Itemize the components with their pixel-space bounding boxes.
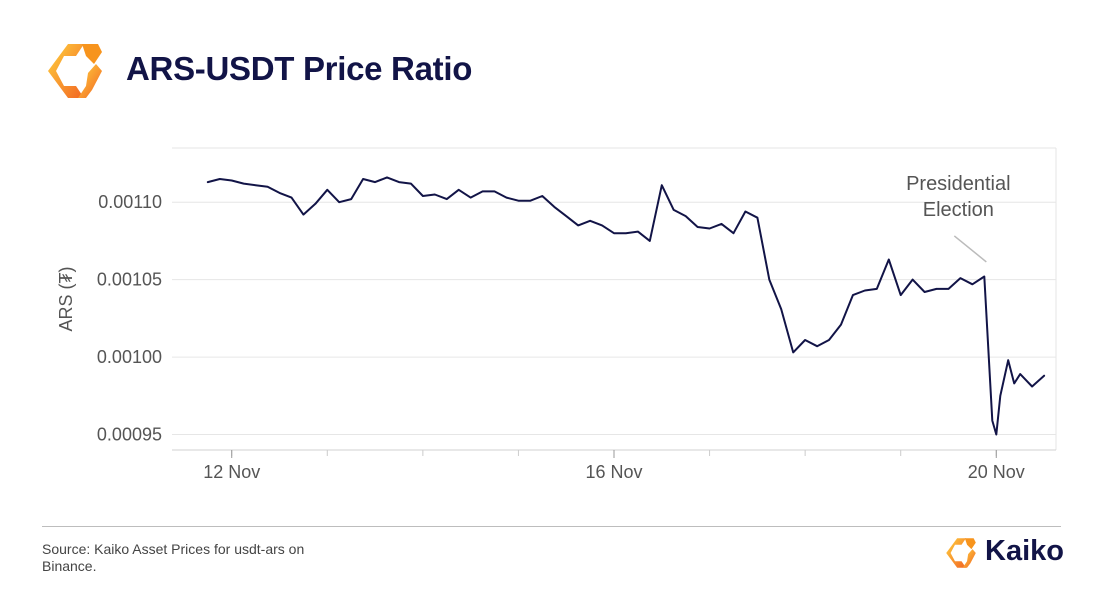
annotation-leader-line	[953, 235, 987, 263]
kaiko-brand-icon	[946, 538, 976, 568]
annotation-text: Election	[923, 199, 994, 221]
footer-divider	[42, 526, 1061, 527]
annotation-text: Presidential	[906, 173, 1011, 195]
source-note: Source: Kaiko Asset Prices for usdt-ars …	[42, 541, 305, 574]
page-title: ARS-USDT Price Ratio	[126, 50, 473, 87]
y-tick-label: 0.00100	[97, 347, 162, 367]
price-ratio-chart: 0.00095 0.00100 0.00105 0.00110 12 Nov 16 Nov…	[56, 147, 1057, 482]
brand-name: Kaiko	[985, 535, 1064, 567]
price-ratio-line	[206, 176, 1046, 436]
kaiko-logo-icon	[48, 44, 102, 98]
y-tick-label: 0.00105	[97, 270, 162, 290]
brand-footer: Kaiko	[944, 534, 1074, 574]
x-tick-label: 20 Nov	[968, 462, 1025, 482]
y-axis-label: ARS (₮)	[56, 267, 76, 332]
x-tick-label: 16 Nov	[585, 462, 642, 482]
y-tick-label: 0.00095	[97, 425, 162, 445]
x-tick-label: 12 Nov	[203, 462, 260, 482]
y-tick-label: 0.00110	[98, 192, 162, 212]
